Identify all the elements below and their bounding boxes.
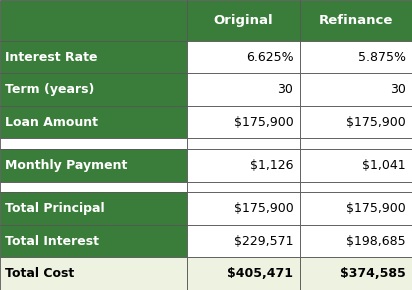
Text: 30: 30 bbox=[390, 83, 406, 96]
Bar bbox=[0, 149, 187, 182]
Text: Refinance: Refinance bbox=[318, 14, 393, 27]
Bar bbox=[187, 106, 300, 138]
Bar bbox=[0, 73, 187, 106]
Bar bbox=[187, 41, 300, 73]
Text: $175,900: $175,900 bbox=[346, 116, 406, 129]
Bar bbox=[187, 149, 300, 182]
Bar bbox=[300, 106, 412, 138]
Text: $405,471: $405,471 bbox=[227, 267, 293, 280]
Bar bbox=[300, 182, 412, 192]
Bar bbox=[300, 73, 412, 106]
Bar bbox=[300, 149, 412, 182]
Bar bbox=[0, 138, 187, 149]
Text: $1,126: $1,126 bbox=[250, 159, 293, 172]
Bar bbox=[0, 192, 187, 225]
Text: $1,041: $1,041 bbox=[362, 159, 406, 172]
Bar bbox=[300, 258, 412, 290]
Text: $175,900: $175,900 bbox=[234, 116, 293, 129]
Bar bbox=[0, 182, 187, 192]
Bar bbox=[0, 41, 187, 73]
Text: $374,585: $374,585 bbox=[340, 267, 406, 280]
Bar bbox=[187, 73, 300, 106]
Text: Monthly Payment: Monthly Payment bbox=[5, 159, 127, 172]
Bar bbox=[300, 41, 412, 73]
Text: $175,900: $175,900 bbox=[346, 202, 406, 215]
Text: 6.625%: 6.625% bbox=[246, 50, 293, 64]
Text: Loan Amount: Loan Amount bbox=[5, 116, 98, 129]
Text: $229,571: $229,571 bbox=[234, 235, 293, 248]
Bar bbox=[187, 138, 300, 149]
Text: 30: 30 bbox=[277, 83, 293, 96]
Text: Total Cost: Total Cost bbox=[5, 267, 74, 280]
Bar bbox=[0, 0, 187, 41]
Bar bbox=[300, 225, 412, 258]
Bar bbox=[187, 0, 300, 41]
Bar bbox=[187, 182, 300, 192]
Bar bbox=[187, 225, 300, 258]
Bar bbox=[300, 0, 412, 41]
Bar bbox=[300, 138, 412, 149]
Text: $198,685: $198,685 bbox=[346, 235, 406, 248]
Bar bbox=[0, 225, 187, 258]
Text: Total Interest: Total Interest bbox=[5, 235, 99, 248]
Text: $175,900: $175,900 bbox=[234, 202, 293, 215]
Text: Interest Rate: Interest Rate bbox=[5, 50, 98, 64]
Text: Total Principal: Total Principal bbox=[5, 202, 105, 215]
Bar bbox=[0, 258, 187, 290]
Text: 5.875%: 5.875% bbox=[358, 50, 406, 64]
Bar bbox=[0, 106, 187, 138]
Bar bbox=[300, 192, 412, 225]
Bar bbox=[187, 258, 300, 290]
Text: Term (years): Term (years) bbox=[5, 83, 94, 96]
Text: Original: Original bbox=[214, 14, 273, 27]
Bar bbox=[187, 192, 300, 225]
